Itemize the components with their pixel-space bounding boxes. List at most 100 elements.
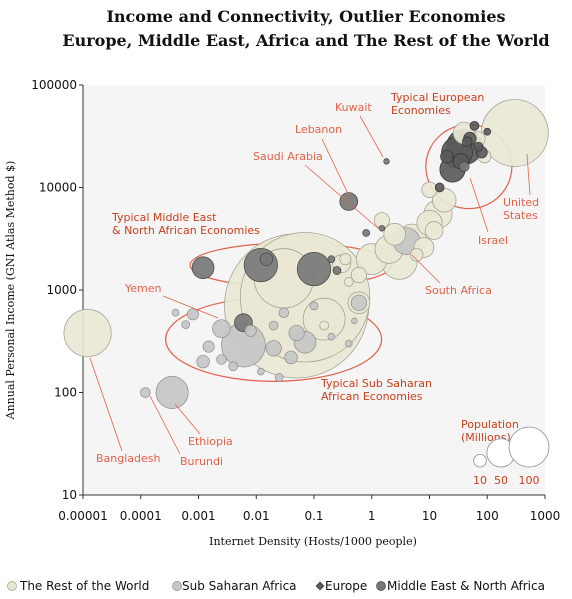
bubble-sub-saharan-africa (278, 307, 290, 318)
bubble-europe (461, 136, 473, 147)
annotation-typical-sub-saharan-african-economies: Typical Sub Saharan African Economies (320, 377, 432, 403)
annotation-lebanon: Lebanon (295, 123, 342, 136)
size-legend-title-line: Population (461, 418, 519, 431)
annotations: Kuwait Typical European Economies Lebanon Sa… (96, 91, 539, 468)
annotation-typical-european-economies: Typical European Economies (390, 91, 484, 117)
legend-swatch-the-rest-of-the-world (7, 581, 17, 591)
bubble-sub-saharan-africa (344, 339, 353, 348)
bubble-the-rest-of-the-world (339, 253, 352, 266)
leader-bangladesh (89, 357, 123, 452)
bubble-the-rest-of-the-world (424, 221, 444, 240)
annotation-yemen: Yemen (124, 282, 162, 295)
x-tick-label: 1 (368, 509, 376, 523)
bubble-sub-saharan-africa (216, 354, 227, 365)
bubble-europe (440, 149, 454, 164)
legend-swatch-middle-east-north-africa (376, 581, 386, 591)
size-legend-label: 10 (473, 474, 487, 487)
x-tick-label: 10 (422, 509, 437, 523)
bubble-the-rest-of-the-world (350, 266, 368, 284)
x-axis: 0.00001 0.0001 0.001 0.01 0.1 1 10 100 1000 (58, 494, 561, 523)
chart-title: Income and Connectivity, Outlier Economi… (106, 7, 505, 26)
bubble-sub-saharan-africa (309, 301, 319, 311)
x-tick-label: 0.1 (304, 509, 323, 523)
bubble-sub-saharan-africa (265, 340, 282, 357)
x-tick-label: 0.0001 (120, 509, 162, 523)
legend-label-the-rest-of-the-world: The Rest of the World (19, 579, 149, 593)
x-tick-label: 0.01 (243, 509, 270, 523)
bubble-europe (434, 182, 445, 193)
bubble-sub-saharan-africa (196, 354, 210, 369)
annotation-burundi: Burundi (180, 455, 223, 468)
y-axis-label: Annual Personal Income (GNI Atlas Method… (4, 161, 17, 421)
bubble-sub-saharan-africa (140, 387, 151, 398)
bubble-sub-saharan-africa (212, 319, 231, 338)
annotation-line: & North African Economies (112, 224, 260, 237)
y-tick-label: 10000 (39, 181, 77, 195)
leader-lines (89, 115, 531, 455)
leader-lebanon (321, 138, 351, 199)
y-axis: 100000 10000 1000 100 10 (31, 78, 84, 502)
bubble-the-rest-of-the-world (63, 309, 112, 358)
x-tick-label: 0.00001 (58, 509, 108, 523)
legend-swatch-sub-saharan-africa (172, 581, 182, 591)
annotation-line: Typical Sub Saharan (320, 377, 432, 390)
annotation-line: Kuwait (335, 101, 372, 114)
annotation-israel: Israel (478, 234, 508, 247)
leader-ethiopia (174, 403, 201, 435)
bubble-sub-saharan-africa (257, 367, 265, 376)
bubble-middle-east-north-africa (259, 252, 274, 266)
bubble-middle-east-north-africa (243, 248, 278, 283)
size-legend-label: 50 (494, 474, 508, 487)
annotation-line: Burundi (180, 455, 223, 468)
annotation-line: Yemen (124, 282, 162, 295)
annotation-line: United (503, 196, 539, 209)
bubble-middle-east-north-africa (362, 229, 370, 237)
bubble-the-rest-of-the-world (343, 277, 354, 287)
bubble-sub-saharan-africa (228, 361, 239, 372)
bubble-sub-saharan-africa (202, 340, 215, 353)
annotation-line: African Economies (321, 390, 423, 403)
bubble-middle-east-north-africa (191, 256, 215, 280)
leader-burundi (149, 395, 181, 455)
x-tick-label: 0.001 (181, 509, 215, 523)
annotation-line: States (503, 209, 538, 222)
size-legend-label: 100 (519, 474, 540, 487)
size-legend-circle (473, 453, 487, 468)
bubble-the-rest-of-the-world (319, 320, 329, 331)
bubble-middle-east-north-africa (332, 266, 342, 275)
bubble-the-rest-of-the-world (421, 181, 438, 198)
chart-subtitle: Europe, Middle East, Africa and The Rest… (62, 31, 549, 50)
annotation-ethiopia: Ethiopia (188, 435, 233, 448)
bubble-europe (473, 141, 484, 152)
bubble-sub-saharan-africa (284, 350, 298, 365)
leader-yemen (162, 295, 219, 319)
bubble-the-rest-of-the-world (480, 99, 549, 167)
annotation-line: Typical European (390, 91, 484, 104)
x-tick-label: 1000 (530, 509, 561, 523)
bubble-sub-saharan-africa (181, 320, 191, 329)
x-tick-label: 100 (476, 509, 499, 523)
bubble-middle-east-north-africa (296, 251, 332, 287)
annotation-line: South Africa (425, 284, 492, 297)
legend-label-sub-saharan-africa: Sub Saharan Africa (182, 579, 297, 593)
x-axis-label: Internet Density (Hosts/1000 people) (209, 535, 417, 548)
leader-kuwait (359, 115, 384, 158)
bubble-sub-saharan-africa (244, 324, 257, 337)
leader-saudi-arabia (304, 164, 381, 231)
bubbles (63, 99, 549, 409)
bubble-middle-east-north-africa (378, 225, 386, 232)
annotation-south-africa: South Africa (425, 284, 492, 297)
bubble-sub-saharan-africa (171, 308, 180, 317)
series-legend: The Rest of the World Sub Saharan Africa E… (7, 579, 545, 593)
y-tick-label: 10 (62, 488, 77, 502)
bubble-middle-east-north-africa (459, 161, 470, 172)
bubble-the-rest-of-the-world (383, 222, 407, 246)
bubble-middle-east-north-africa (339, 192, 359, 211)
annotation-typical-middle-east-north-african-economies: Typical Middle East & North African Econo… (111, 211, 260, 237)
y-tick-label: 1000 (46, 283, 77, 297)
annotation-line: Bangladesh (96, 452, 161, 465)
bubble-sub-saharan-africa (268, 320, 279, 331)
legend-swatch-europe (315, 581, 325, 591)
size-legend-circle (508, 426, 550, 468)
